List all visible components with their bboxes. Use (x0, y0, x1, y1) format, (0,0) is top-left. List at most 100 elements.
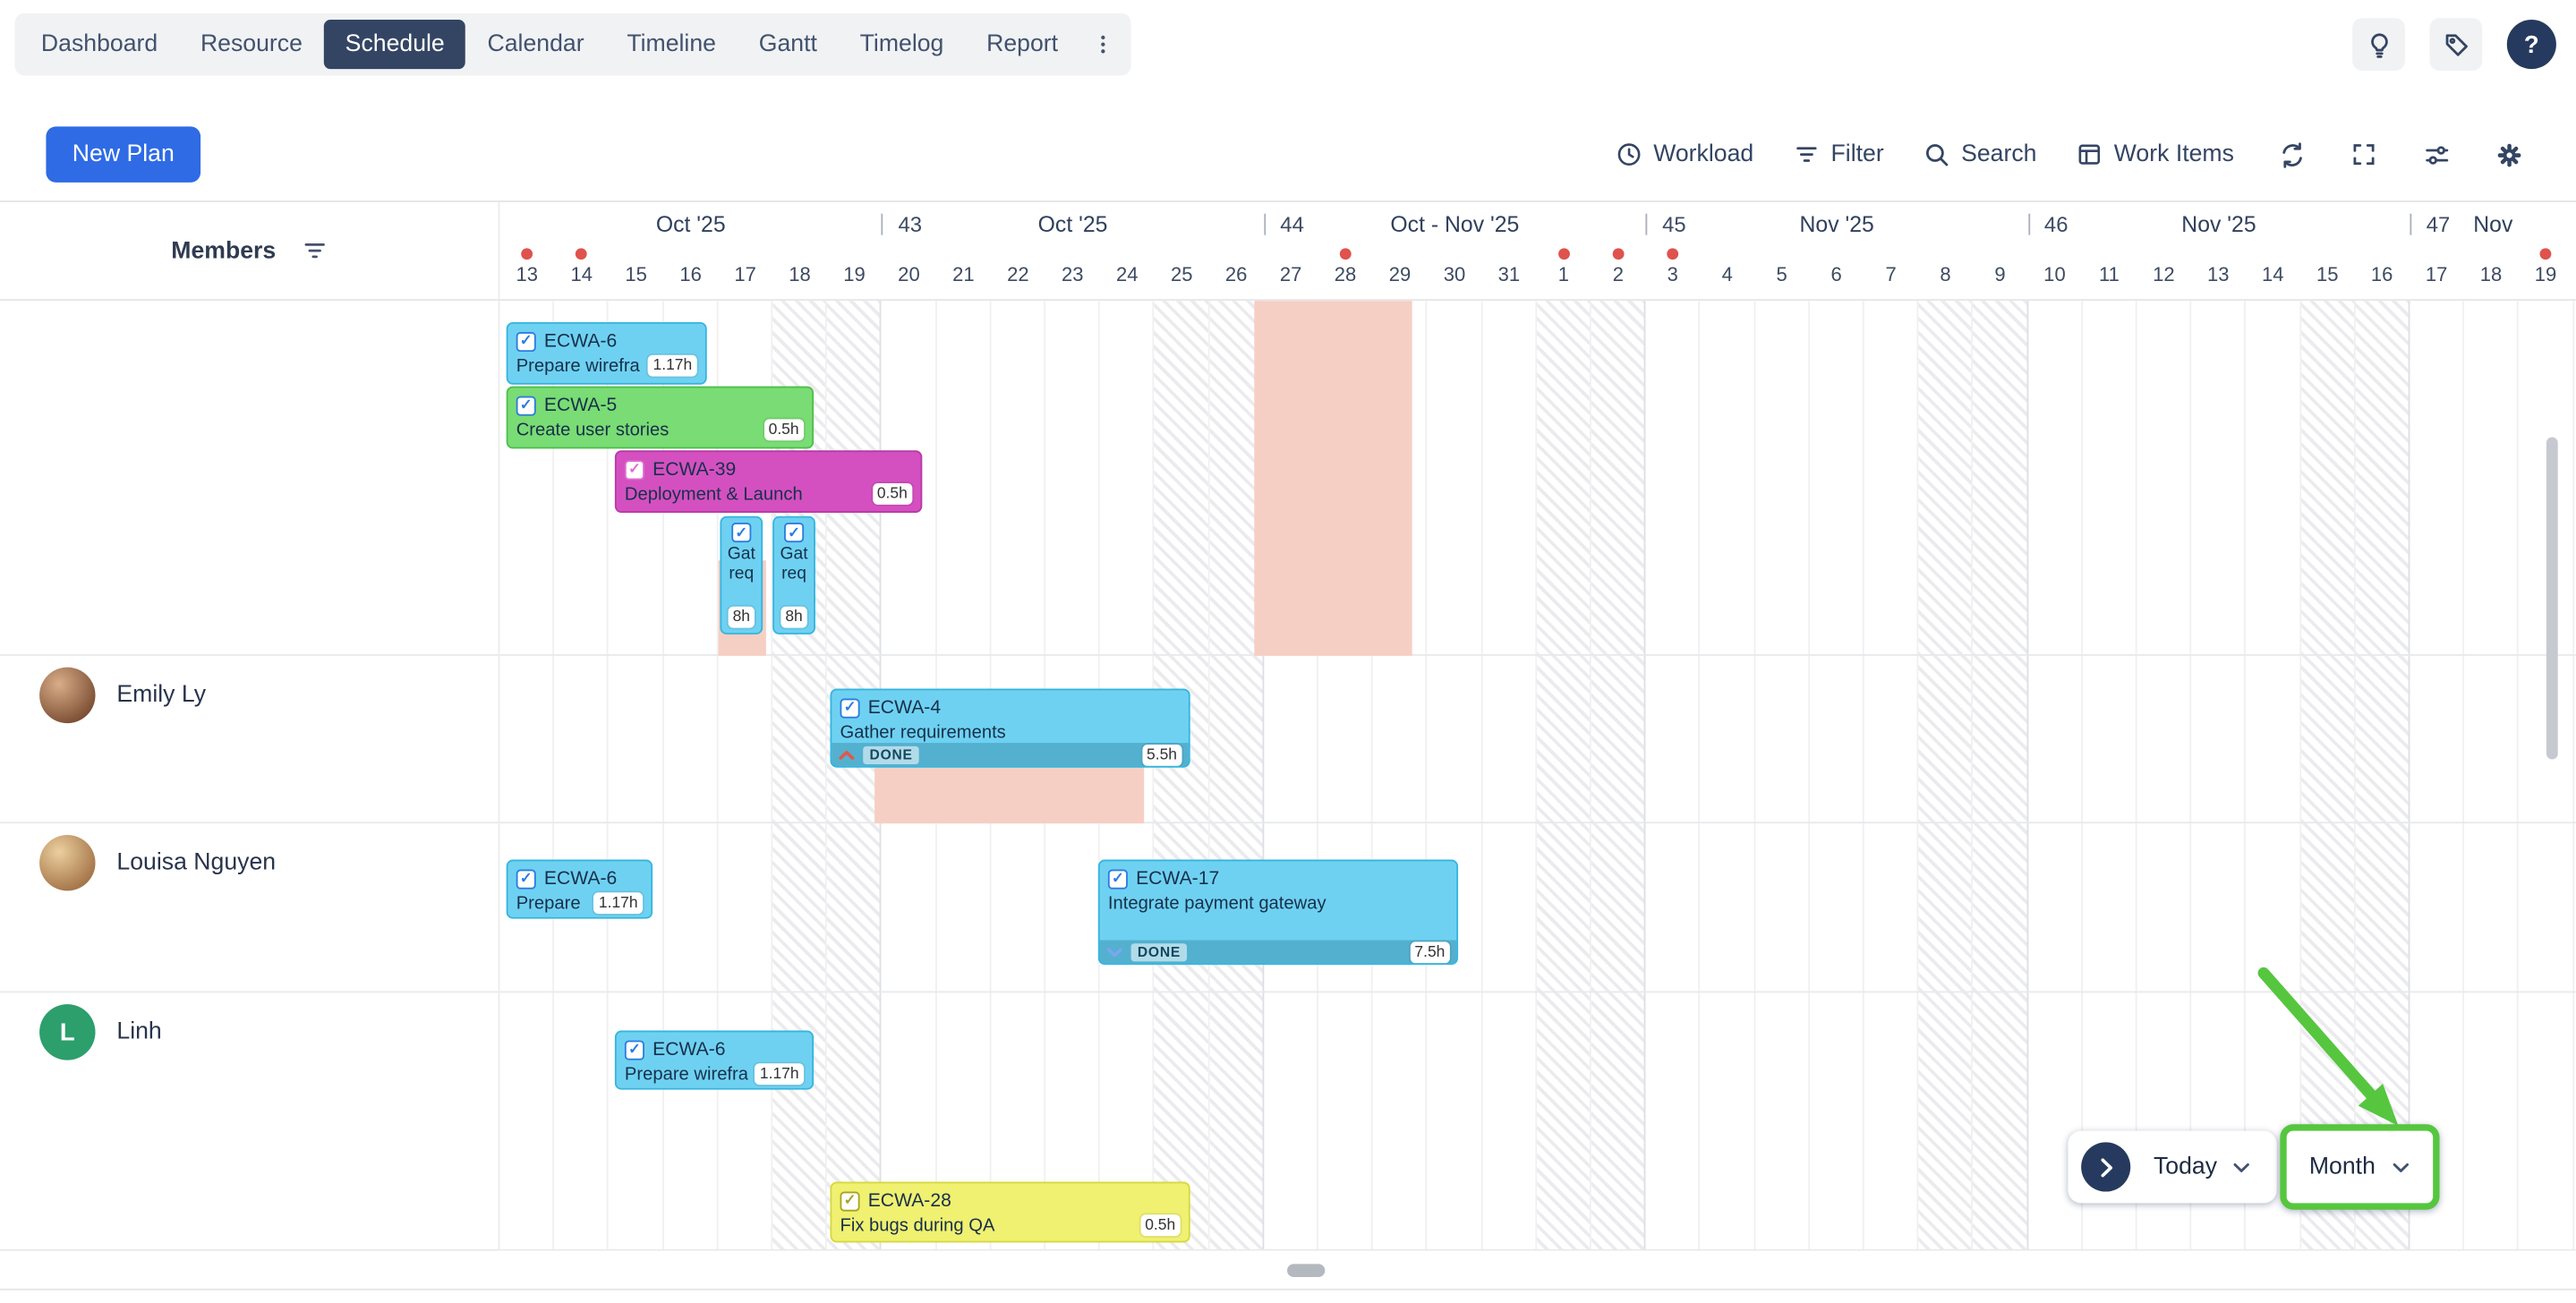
tab-dashboard[interactable]: Dashboard (40, 30, 158, 58)
day-number: 27 (1279, 262, 1302, 286)
timeline-row: ✓ ECWA-6 Prepare wirefra 1.17h ✓ ECWA-5 Create… (499, 301, 2576, 656)
page-bottom-divider (0, 1288, 2576, 1290)
tab-resource[interactable]: Resource (200, 30, 303, 58)
filter-icon (1793, 141, 1819, 167)
tag-icon (2442, 30, 2469, 58)
new-plan-button[interactable]: New Plan (46, 126, 201, 183)
timeline-header: Oct '25 43 Oct '25 44 Oct - Nov '25 45 Nov '25… (499, 202, 2576, 299)
day-header-cell: 31 (1481, 245, 1536, 300)
week-number-marker: 43 (882, 202, 922, 245)
workload-button[interactable]: Workload (1616, 141, 1753, 167)
task-title: Prepare wirefra (516, 355, 640, 376)
day-header-cell: 17 (718, 245, 772, 300)
nav-tab-strip: Dashboard Resource Schedule Calendar Timelin… (14, 13, 1130, 76)
settings-button[interactable] (2480, 126, 2536, 182)
month-label: Nov (2473, 211, 2513, 236)
grid-column (1755, 301, 1810, 1251)
more-menu-button[interactable] (1079, 31, 1125, 57)
members-header: Members (0, 201, 500, 300)
week-header-cell: 47 Nov (2410, 202, 2576, 245)
month-label: Oct '25 (1037, 211, 1108, 236)
grid-body: Emily Ly Louisa Nguyen L Linh ✓ ECWA-6 Prepar… (0, 301, 2576, 1251)
tab-schedule[interactable]: Schedule (323, 20, 466, 70)
member-name: Linh (116, 1018, 162, 1046)
grid-column (1318, 301, 1373, 1251)
task-bar[interactable]: ✓ ECWA-6 Prepare 1.17h (506, 859, 653, 919)
hint-button[interactable] (2352, 18, 2405, 71)
work-items-icon (2077, 141, 2103, 167)
day-number: 24 (1115, 262, 1139, 286)
grid-column (1864, 301, 1919, 1251)
task-bar[interactable]: ✓ ECWA-17 Integrate payment gateway DONE 7.5… (1097, 859, 1459, 966)
tab-timelog[interactable]: Timelog (859, 30, 944, 58)
task-key-line: ✓ ECWA-17 (1107, 866, 1448, 891)
day-number: 14 (570, 262, 593, 286)
day-number: 21 (952, 262, 975, 286)
month-label: Nov '25 (1799, 211, 1874, 236)
vertical-scrollbar[interactable] (2546, 437, 2558, 760)
grid-column (1918, 301, 1974, 1251)
week-header-cell: 45 Nov '25 (1645, 202, 2028, 245)
tab-gantt[interactable]: Gantt (758, 30, 817, 58)
fullscreen-icon (2350, 141, 2376, 167)
sync-button[interactable] (2264, 126, 2319, 182)
task-bar[interactable]: ✓ ECWA-28 Fix bugs during QA 0.5h (830, 1181, 1190, 1243)
hours-badge: 7.5h (1409, 941, 1450, 963)
task-status-strip: DONE 7.5h (1099, 940, 1457, 964)
grid-column (2519, 301, 2574, 1251)
day-header-row: 13 14 15 16 17 18 19 20 21 22 23 24 25 26 27 28 29 30 31 1 2… (499, 245, 2576, 300)
status-badge: DONE (1130, 942, 1188, 961)
grid-column (1373, 301, 1428, 1251)
avatar: L (39, 1004, 96, 1060)
work-items-button[interactable]: Work Items (2077, 141, 2234, 167)
day-header-cell: 1 (1536, 245, 1591, 300)
week-number: 43 (898, 211, 923, 236)
task-bar[interactable]: ✓ ECWA-6 Prepare wirefra 1.17h (506, 321, 707, 385)
day-header-cell: 14 (2246, 245, 2300, 300)
help-button[interactable]: ? (2506, 20, 2556, 70)
day-number: 5 (1776, 262, 1787, 286)
task-bar[interactable]: ✓ ECWA-6 Prepare wirefra 1.17h (614, 1030, 815, 1090)
day-header-cell: 30 (1428, 245, 1482, 300)
week-header-row: Oct '25 43 Oct '25 44 Oct - Nov '25 45 Nov '25… (499, 202, 2576, 245)
search-button[interactable]: Search (1923, 141, 2036, 167)
filter-button[interactable]: Filter (1793, 141, 1884, 167)
tab-report[interactable]: Report (986, 30, 1059, 58)
day-number: 7 (1885, 262, 1897, 286)
member-name: Louisa Nguyen (116, 849, 277, 876)
horizontal-scrollbar[interactable] (1287, 1264, 1326, 1278)
today-dropdown[interactable]: Today (2154, 1154, 2250, 1180)
task-bar[interactable]: ✓ ECWA-5 Create user stories 0.5h (506, 386, 815, 449)
search-icon (1923, 141, 1949, 167)
nav-icon-buttons (2352, 18, 2483, 71)
month-dropdown[interactable]: Month (2279, 1124, 2440, 1210)
tab-calendar[interactable]: Calendar (487, 30, 584, 58)
day-number: 18 (2479, 262, 2503, 286)
day-number: 15 (625, 262, 647, 286)
display-settings-button[interactable] (2409, 126, 2464, 182)
members-filter-icon[interactable] (303, 238, 328, 263)
day-number: 2 (1612, 262, 1624, 286)
task-key-line: ✓ ECWA-6 (516, 866, 643, 891)
day-header-cell: 21 (936, 245, 991, 300)
next-period-button[interactable] (2081, 1142, 2131, 1192)
day-header-cell: 9 (1973, 245, 2027, 300)
tag-button[interactable] (2429, 18, 2483, 71)
day-number: 19 (843, 262, 866, 286)
hours-badge: 0.5h (872, 482, 913, 505)
task-bar[interactable]: ✓ Gat req 8h (720, 515, 763, 634)
hours-badge: 8h (780, 606, 808, 628)
day-header-cell: 4 (1700, 245, 1754, 300)
day-header-cell: 13 (2191, 245, 2246, 300)
day-number: 20 (898, 262, 920, 286)
day-header-cell: 26 (1209, 245, 1264, 300)
tab-timeline[interactable]: Timeline (627, 30, 716, 58)
task-title: Create user stories (516, 420, 670, 440)
task-bar[interactable]: ✓ Gat req 8h (772, 515, 815, 634)
hours-badge: 1.17h (593, 892, 644, 915)
week-number-marker: 44 (1263, 202, 1304, 245)
task-bar[interactable]: ✓ ECWA-4 Gather requirements DONE 5.5h (830, 688, 1190, 768)
fullscreen-button[interactable] (2336, 126, 2392, 182)
task-title: Gat req (780, 543, 808, 584)
task-bar[interactable]: ✓ ECWA-39 Deployment & Launch 0.5h (614, 450, 923, 514)
